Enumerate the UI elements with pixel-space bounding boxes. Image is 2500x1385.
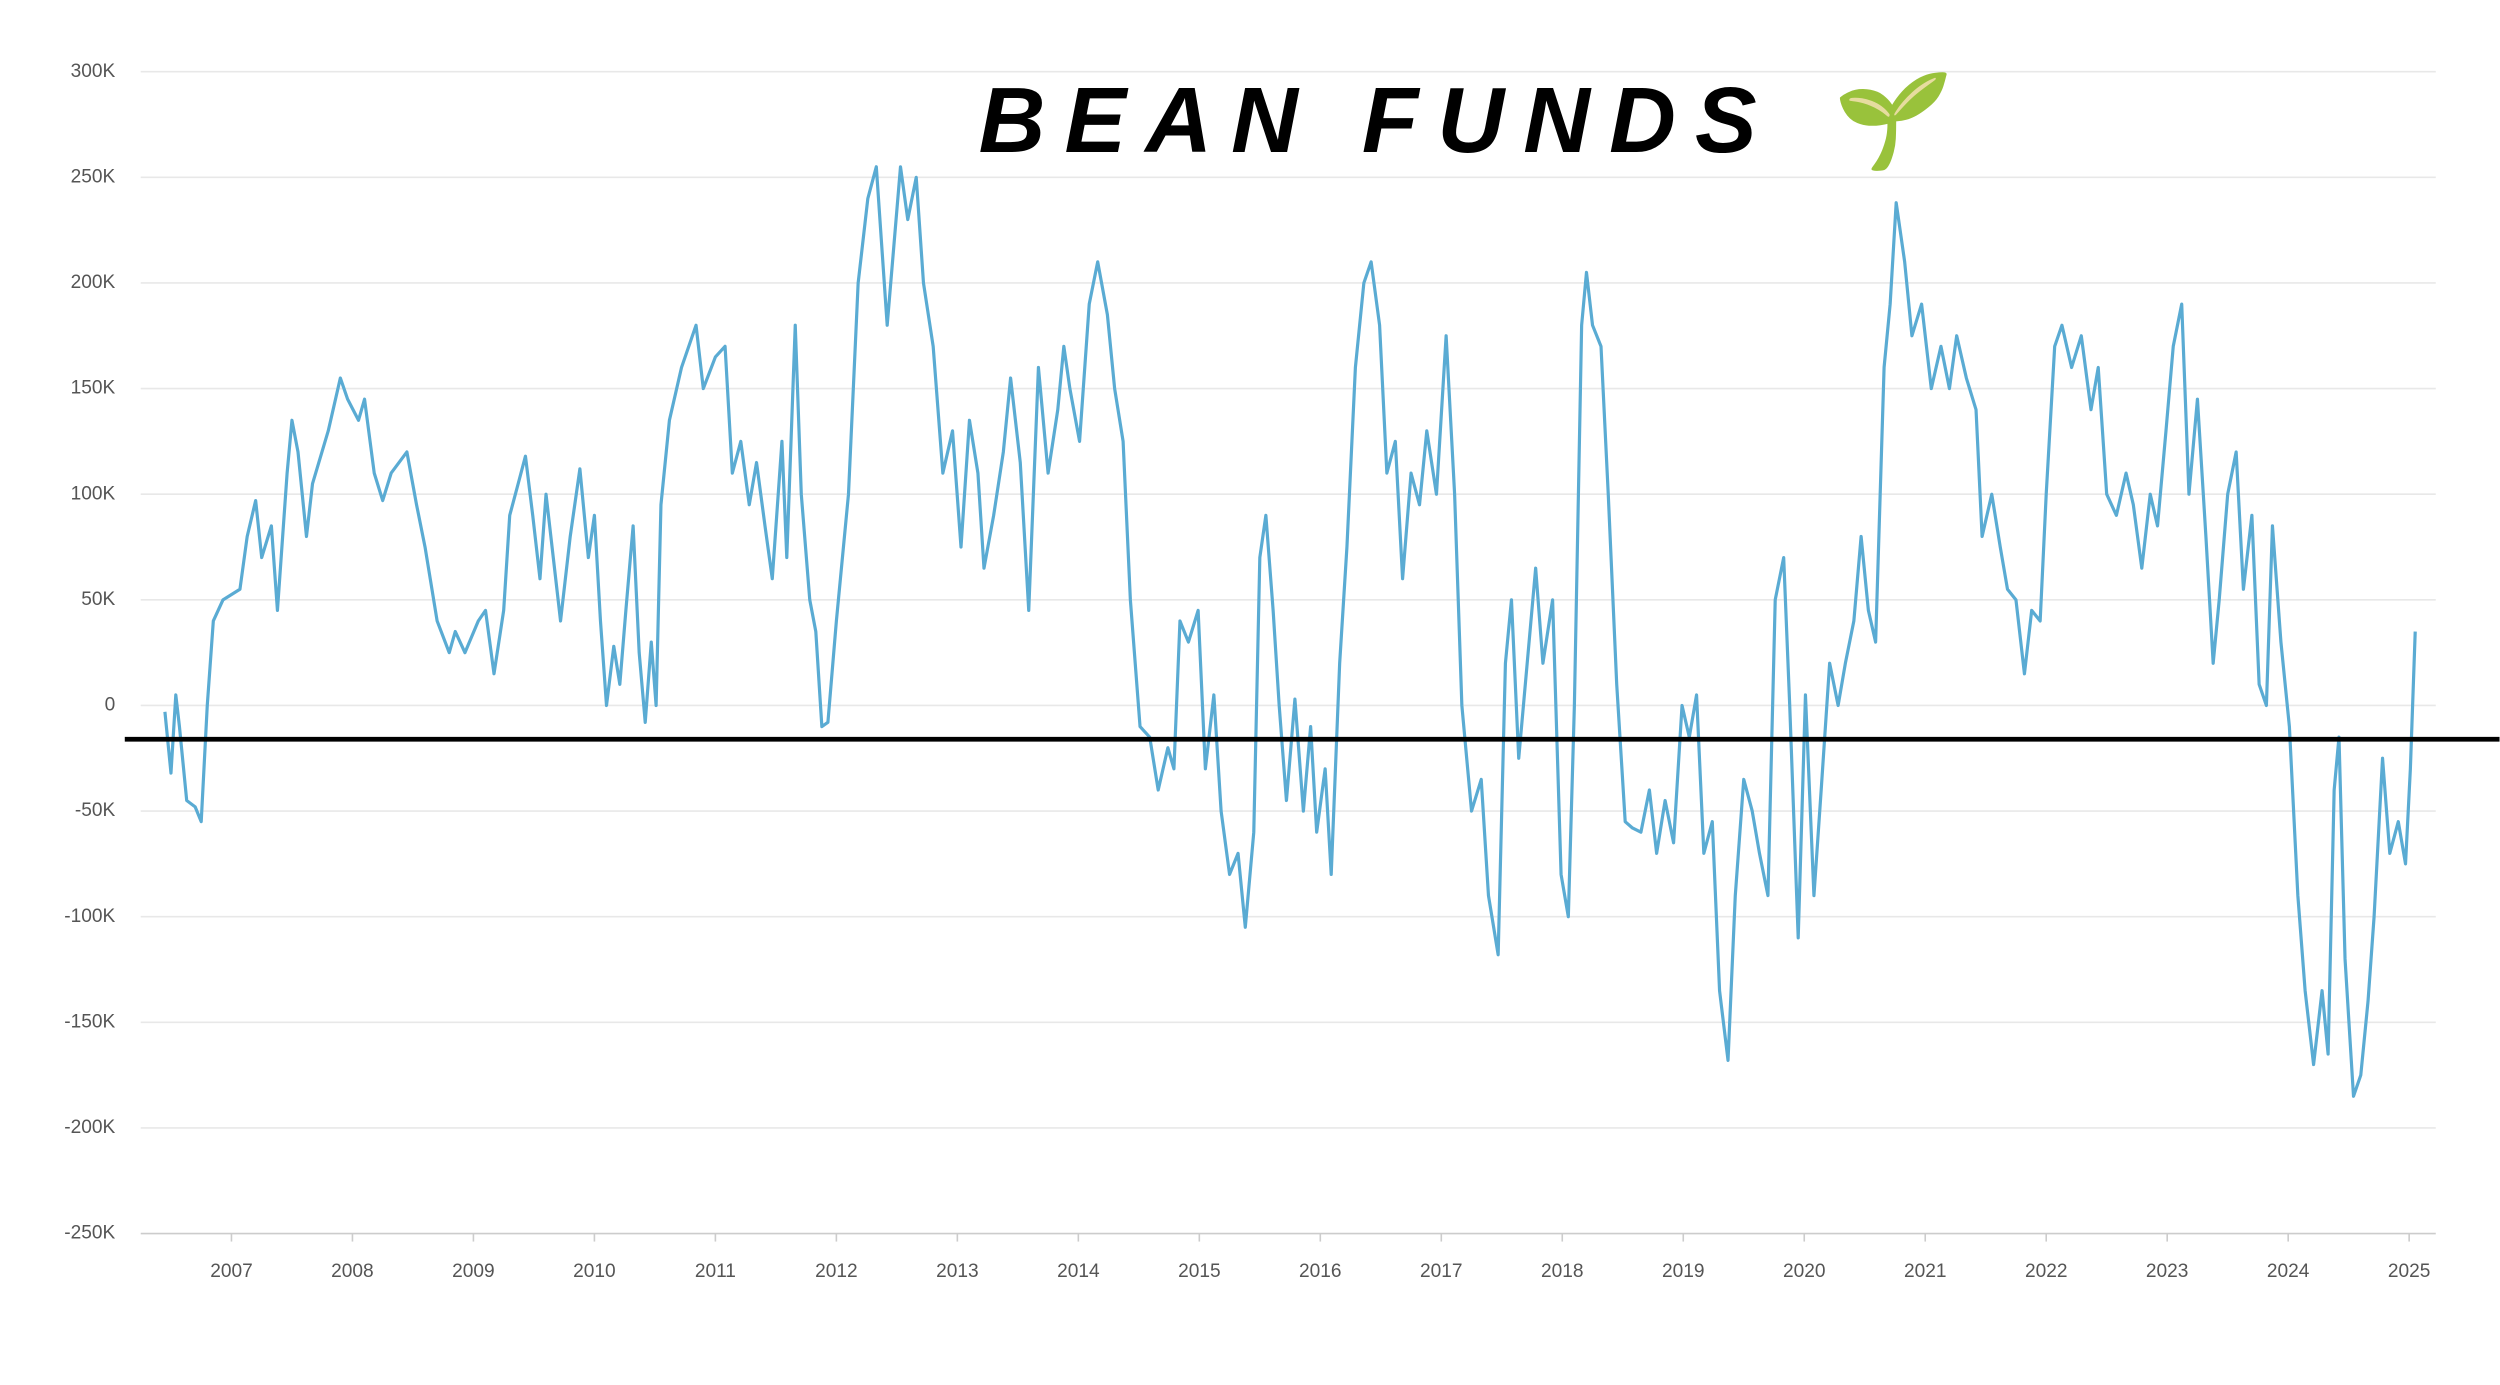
y-tick-label: -150K (64, 1011, 115, 1032)
x-tick-label: 2010 (573, 1261, 616, 1282)
y-tick-label: 250K (71, 166, 116, 187)
x-tick-label: 2025 (2388, 1261, 2431, 1282)
x-tick-label: 2007 (210, 1261, 253, 1282)
x-tick-label: 2008 (331, 1261, 374, 1282)
x-tick-label: 2023 (2146, 1261, 2189, 1282)
x-tick-label: 2018 (1541, 1261, 1584, 1282)
data-line (163, 165, 2417, 1098)
x-tick-label: 2022 (2025, 1261, 2068, 1282)
x-tick-label: 2017 (1420, 1261, 1463, 1282)
y-tick-label: -100K (64, 906, 115, 927)
y-tick-label: 200K (71, 272, 116, 293)
y-tick-label: 300K (71, 61, 116, 82)
x-tick-label: 2019 (1662, 1261, 1705, 1282)
y-tick-label: 150K (71, 378, 116, 399)
y-tick-label: 50K (81, 589, 115, 610)
y-tick-label: -50K (75, 800, 116, 821)
x-tick-label: 2009 (452, 1261, 495, 1282)
x-tick-label: 2013 (936, 1261, 979, 1282)
x-tick-label: 2021 (1904, 1261, 1947, 1282)
x-tick-label: 2014 (1057, 1261, 1100, 1282)
x-tick-label: 2012 (815, 1261, 858, 1282)
x-tick-label: 2020 (1783, 1261, 1826, 1282)
chart-title: BEAN FUNDS 🌱 (979, 68, 1955, 173)
x-tick-label: 2015 (1178, 1261, 1221, 1282)
x-tick-label: 2011 (695, 1261, 736, 1282)
y-tick-label: 100K (71, 483, 116, 504)
x-tick-label: 2024 (2267, 1261, 2310, 1282)
x-tick-label: 2016 (1299, 1261, 1342, 1282)
y-tick-label: -200K (64, 1117, 115, 1138)
y-tick-label: 0 (105, 695, 116, 716)
y-tick-label: -250K (64, 1223, 115, 1244)
